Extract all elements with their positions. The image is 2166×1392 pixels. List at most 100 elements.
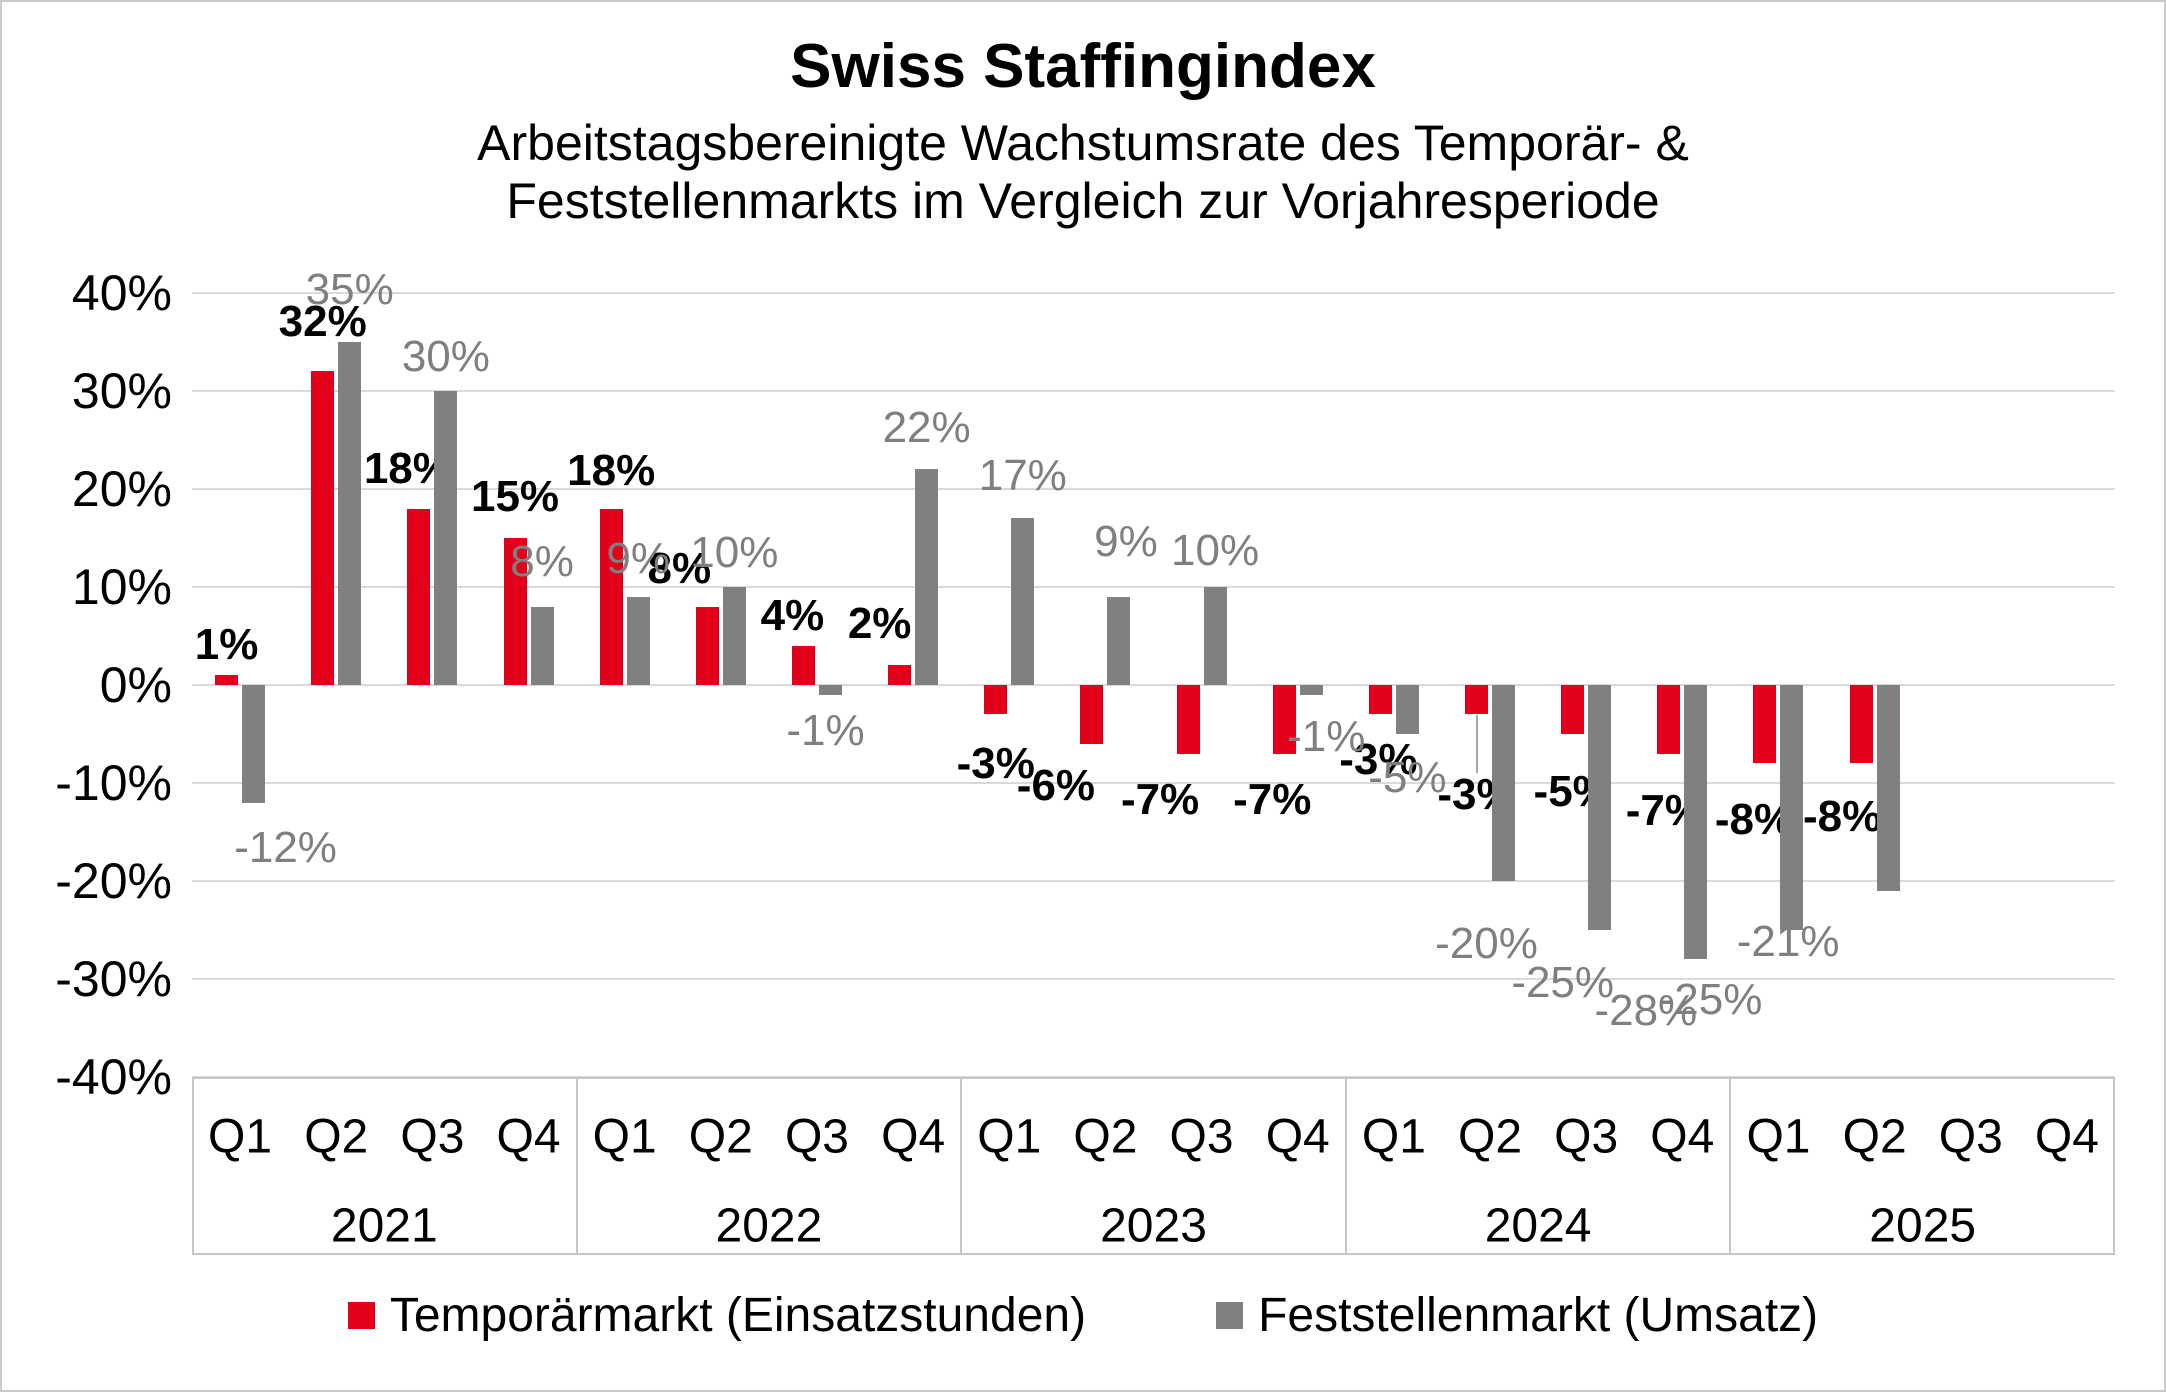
bar-value-label: 17% [978,451,1067,501]
x-axis-quarter-label: Q1 [1746,1110,1811,1164]
bar-value-label: -1% [1287,711,1366,761]
legend-label-temporaermarkt: Temporärmarkt (Einsatzstunden) [389,1289,1087,1342]
bar-value-label: 32% [278,297,367,347]
gridline [192,684,2115,686]
bar-value-label: 4% [760,590,825,640]
bar-temporaermarkt-2023-Q4 [1272,685,1296,754]
x-axis-quarter-label: Q2 [304,1110,369,1164]
bar-feststellenmarkt-2022-Q3 [818,685,842,695]
bar-value-label: -20% [1435,919,1538,968]
bar-feststellenmarkt-2024-Q2 [1492,685,1516,881]
gridline [192,586,2115,588]
bar-feststellenmarkt-2021-Q1 [242,685,266,803]
x-axis-year-label: 2022 [715,1199,823,1253]
y-axis-tick-label: 40% [71,265,172,321]
bar-feststellenmarkt-2023-Q3 [1203,587,1227,685]
bar-value-label: 2% [847,599,912,649]
x-axis-quarter-label: Q3 [400,1110,465,1164]
year-divider [960,1077,963,1255]
bar-value-label: -25% [1511,958,1615,1007]
bar-temporaermarkt-2022-Q2 [695,606,719,685]
x-axis-quarter-label: Q1 [977,1110,1042,1164]
gridline [192,978,2115,980]
y-axis-tick-label: 10% [71,559,172,615]
bar-value-label: 9% [606,533,670,583]
bar-value-label: 22% [882,403,971,453]
bar-value-label: 8% [647,543,712,593]
bar-temporaermarkt-2021-Q1 [215,675,239,685]
bar-value-label: -12% [234,822,337,872]
x-axis-quarter-label: Q1 [208,1110,273,1164]
bar-temporaermarkt-2025-Q1 [1753,685,1777,764]
bar-temporaermarkt-2024-Q1 [1368,685,1392,715]
x-axis-quarter-label: Q4 [2034,1110,2099,1164]
chart-title: Swiss Staffingindex [790,32,1376,101]
bar-feststellenmarkt-2022-Q4 [915,469,939,685]
bar-feststellenmarkt-2023-Q2 [1107,596,1131,685]
bar-temporaermarkt-2025-Q2 [1849,685,1873,764]
x-axis-quarter-label: Q4 [1650,1110,1715,1164]
bar-feststellenmarkt-2024-Q4 [1684,685,1708,960]
y-axis-tick-label: -10% [55,755,172,811]
bar-value-label: 9% [1094,516,1158,566]
legend-swatch-feststellenmarkt-icon [1216,1302,1244,1329]
legend-item-temporaermarkt: Temporärmarkt (Einsatzstunden) [347,1288,1087,1343]
year-divider [1344,1077,1347,1255]
gridline [192,292,2115,294]
bar-value-label: -3% [956,739,1035,789]
bar-temporaermarkt-2024-Q2 [1465,685,1489,715]
bar-value-label: -8% [1803,792,1882,842]
chart-subtitle-line2: Feststellenmarkts im Vergleich zur Vorja… [506,173,1660,229]
bar-value-label: 10% [1171,526,1260,575]
bar-value-label: -3% [1339,735,1418,785]
bar-value-label: 30% [401,332,490,381]
bar-value-label: -28% [1594,986,1698,1036]
bar-value-label: -1% [786,705,865,755]
bar-feststellenmarkt-2025-Q2 [1876,685,1900,891]
x-axis-box [192,1077,2115,1255]
y-axis-tick-label: -30% [55,951,172,1007]
y-axis-tick-label: 20% [71,461,172,517]
x-axis-year-label: 2025 [1869,1199,1977,1253]
year-divider [1729,1077,1732,1255]
y-axis-tick-label: -40% [55,1049,172,1105]
bar-temporaermarkt-2022-Q3 [791,645,815,685]
gridline [192,782,2115,784]
bar-temporaermarkt-2023-Q2 [1080,685,1104,744]
bar-value-label: 35% [305,265,394,314]
bar-feststellenmarkt-2025-Q1 [1780,685,1804,930]
bar-temporaermarkt-2021-Q3 [407,508,431,685]
bar-feststellenmarkt-2023-Q1 [1011,518,1035,685]
x-axis-quarter-label: Q4 [881,1110,946,1164]
bar-value-label: -8% [1714,795,1794,845]
label-leader-line [1475,715,1478,774]
bar-feststellenmarkt-2021-Q4 [530,606,554,685]
x-axis-quarter-label: Q4 [496,1110,561,1164]
gridline [192,390,2115,392]
bar-value-label: -21% [1736,916,1840,966]
bar-feststellenmarkt-2021-Q2 [338,342,362,685]
bar-value-label: 15% [470,472,560,521]
x-axis-quarter-label: Q4 [1265,1110,1330,1164]
x-axis-quarter-label: Q1 [592,1110,657,1164]
bar-value-label: -25% [1659,975,1763,1024]
bar-temporaermarkt-2021-Q4 [503,538,527,685]
bar-temporaermarkt-2022-Q4 [888,665,912,685]
bar-feststellenmarkt-2024-Q3 [1588,685,1612,930]
gridline [192,488,2115,490]
x-axis-quarter-label: Q3 [1169,1110,1234,1164]
bar-value-label: 1% [194,620,259,670]
legend-swatch-temporaermarkt-icon [347,1302,375,1329]
bar-value-label: -7% [1233,774,1312,824]
bar-feststellenmarkt-2023-Q4 [1299,685,1323,695]
y-axis-tick-label: 0% [99,657,172,713]
bar-temporaermarkt-2024-Q4 [1657,685,1681,754]
bar-feststellenmarkt-2022-Q2 [722,587,746,685]
bar-feststellenmarkt-2021-Q3 [434,391,458,685]
x-axis-quarter-label: Q2 [688,1110,753,1164]
x-axis-quarter-label: Q1 [1361,1110,1426,1164]
bar-value-label: 18% [567,445,656,495]
x-axis-quarter-label: Q2 [1458,1110,1523,1164]
bar-temporaermarkt-2021-Q2 [311,371,335,685]
